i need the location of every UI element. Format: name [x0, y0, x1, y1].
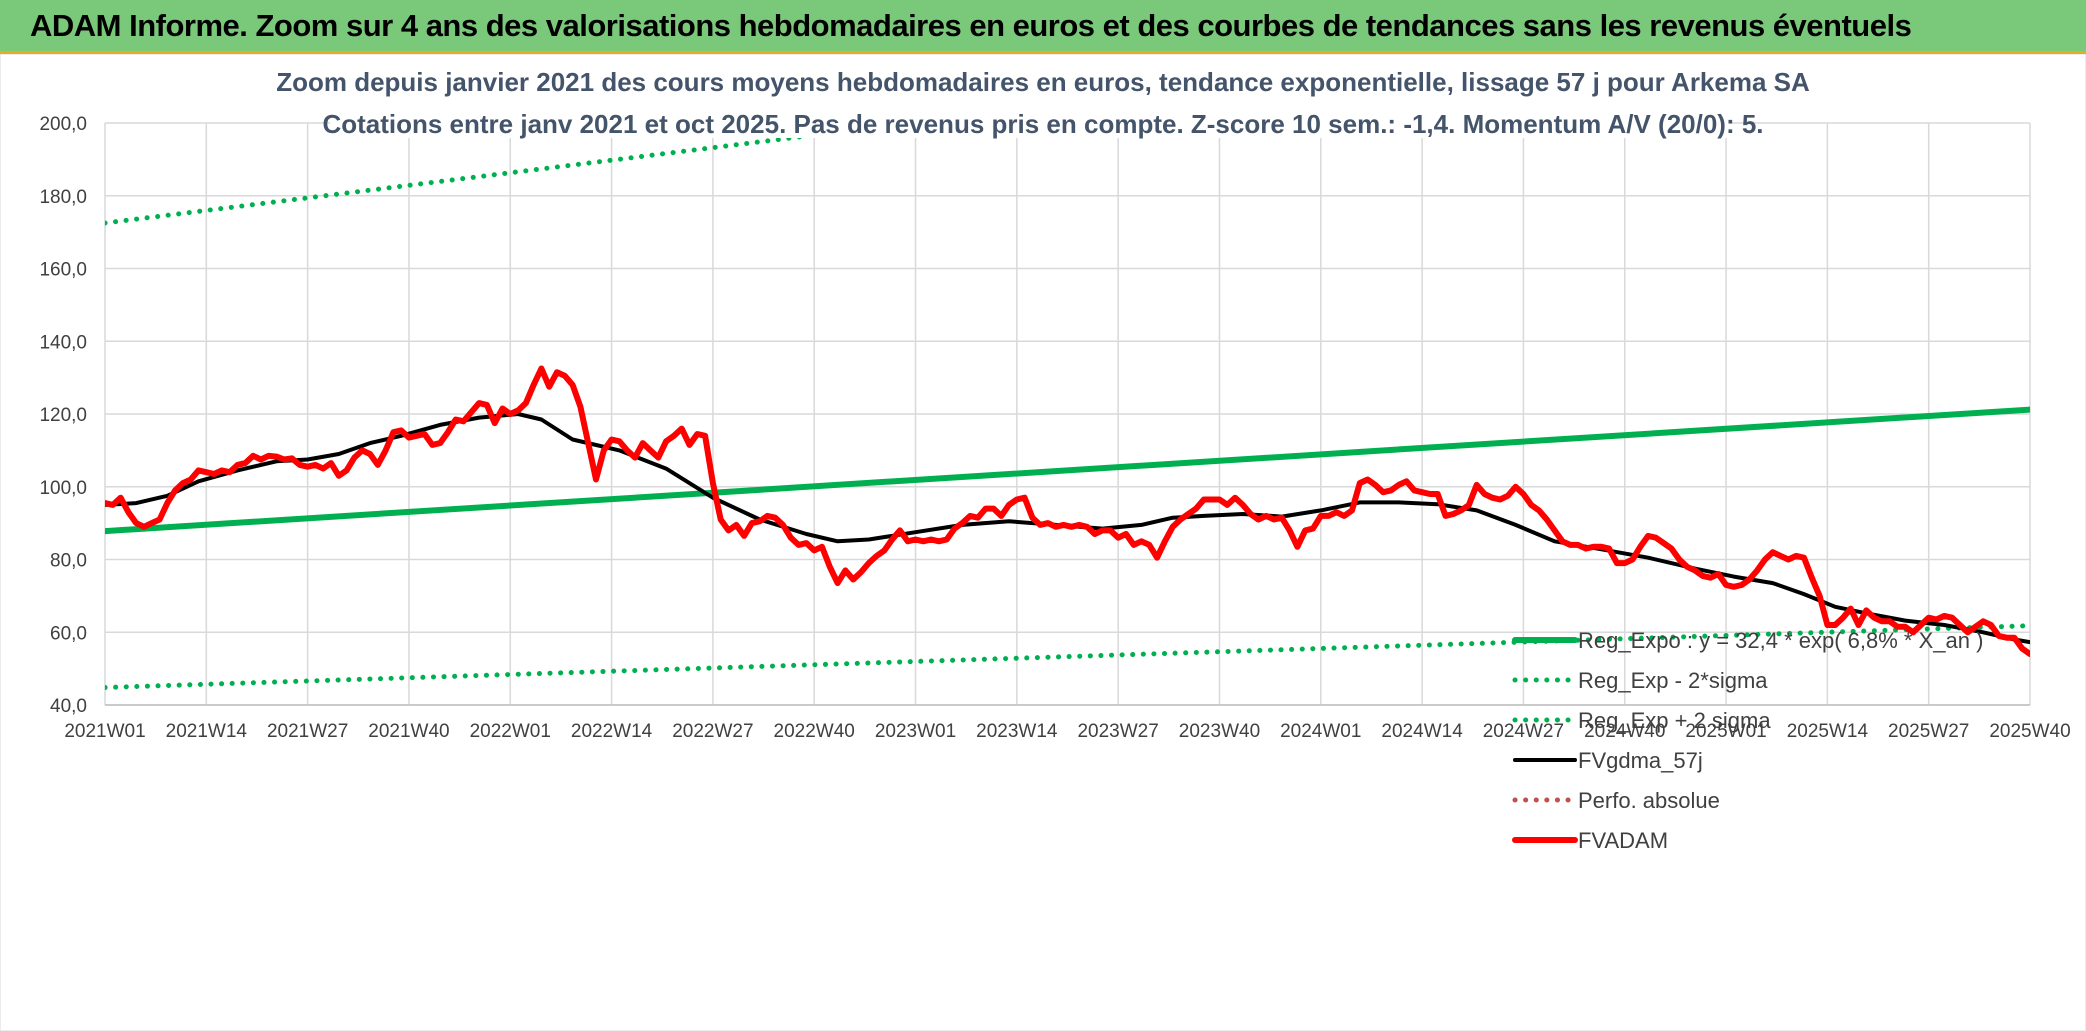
y-tick-label: 200,0: [39, 114, 87, 135]
chart-area: [0, 54, 2086, 1031]
series-line-reg-expo-y-32-4-exp-6-8-x-an: [105, 406, 2030, 535]
series-layer: [105, 123, 2030, 690]
x-tick-label: 2025W40: [1989, 721, 2070, 742]
x-tick-label: 2023W14: [976, 721, 1058, 742]
legend-label: Perfo. absolue: [1578, 788, 1720, 813]
y-tick-label: 180,0: [39, 187, 87, 208]
x-tick-label: 2024W27: [1483, 721, 1564, 742]
x-axis: 2021W01 2021W14 2021W27 2021W40 2022W01 2022W…: [64, 721, 2070, 742]
y-tick-label: 80,0: [50, 551, 87, 572]
chart: 2021W01 2021W14 2021W27 2021W40 2022W01 2022W…: [0, 54, 2086, 1031]
x-tick-label: 2023W40: [1179, 721, 1260, 742]
series-line-reg-exp-2-sigma: [105, 623, 2030, 690]
legend-label: FVgdma_57j: [1578, 748, 1703, 773]
x-tick-label: 2022W27: [672, 721, 753, 742]
y-tick-label: 100,0: [39, 478, 87, 499]
chart-titles: Zoom depuis janvier 2021 des cours moyen…: [276, 60, 1810, 139]
legend-label: FVADAM: [1578, 828, 1668, 853]
legend: Reg_Expo : y = 32,4 * exp( 6,8% * X_an )…: [1512, 628, 1983, 853]
x-tick-label: 2023W01: [875, 721, 956, 742]
x-tick-label: 2024W14: [1381, 721, 1463, 742]
x-tick-label: 2025W27: [1888, 721, 1969, 742]
x-tick-label: 2022W40: [774, 721, 855, 742]
x-tick-label: 2025W14: [1787, 721, 1869, 742]
chart-title: Zoom depuis janvier 2021 des cours moyen…: [276, 67, 1810, 97]
x-tick-label: 2021W01: [64, 721, 145, 742]
x-tick-label: 2022W14: [571, 721, 653, 742]
x-tick-label: 2024W40: [1584, 721, 1665, 742]
x-tick-label: 2021W40: [368, 721, 449, 742]
y-tick-label: 140,0: [39, 332, 87, 353]
header-bar: ADAM Informe. Zoom sur 4 ans des valoris…: [0, 0, 2086, 54]
legend-label: Reg_Expo : y = 32,4 * exp( 6,8% * X_an ): [1578, 628, 1983, 653]
y-axis: 40,0 60,0 80,0 100,0 120,0 140,0 160,0 180,0 200…: [39, 114, 87, 717]
x-tick-label: 2025W01: [1685, 721, 1766, 742]
x-tick-label: 2021W14: [166, 721, 248, 742]
page-title: ADAM Informe. Zoom sur 4 ans des valoris…: [30, 8, 1912, 43]
y-tick-label: 60,0: [50, 623, 87, 644]
x-tick-label: 2021W27: [267, 721, 348, 742]
x-tick-label: 2024W01: [1280, 721, 1361, 742]
y-tick-label: 40,0: [50, 696, 87, 717]
title-background: [330, 60, 1730, 138]
legend-label: Reg_Exp - 2*sigma: [1578, 668, 1768, 693]
series-line-fvadam: [105, 365, 2030, 658]
legend-label: Reg_Exp + 2 sigma: [1578, 708, 1771, 733]
y-tick-label: 120,0: [39, 405, 87, 426]
x-tick-label: 2023W27: [1077, 721, 1158, 742]
chart-subtitle: Cotations entre janv 2021 et oct 2025. P…: [322, 109, 1763, 139]
x-tick-label: 2022W01: [470, 721, 551, 742]
y-tick-label: 160,0: [39, 260, 87, 281]
